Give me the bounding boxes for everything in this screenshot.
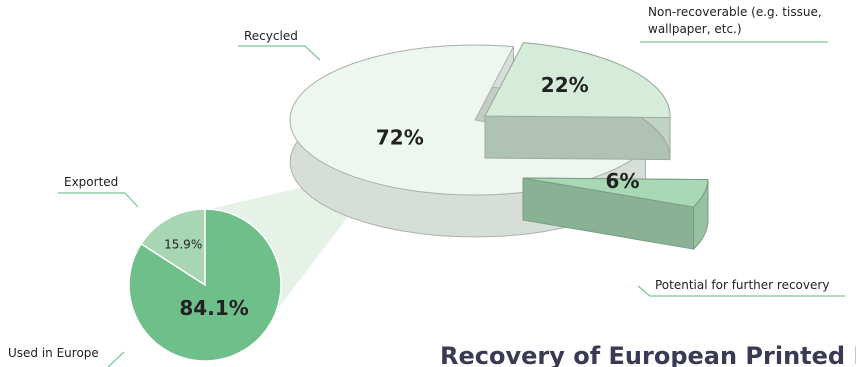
leader-line <box>58 192 139 208</box>
legend-label: Recycled <box>244 29 298 43</box>
slice <box>128 208 282 362</box>
leader-line <box>238 45 321 61</box>
value-label: 15.9% <box>164 237 202 251</box>
slice <box>140 208 206 287</box>
value-label: 22% <box>541 73 589 97</box>
slice-side <box>484 115 671 161</box>
value-label: 84.1% <box>179 296 248 320</box>
leader-line <box>107 351 125 367</box>
chart-title: Recovery of European Printed Paper <box>440 342 856 367</box>
leader-line <box>637 285 845 297</box>
slice <box>484 42 671 119</box>
legend-label: Non-recoverable (e.g. tissue, wallpaper,… <box>648 5 822 36</box>
legend-label: Potential for further recovery <box>655 278 830 292</box>
value-label: 72% <box>376 126 424 150</box>
legend-label: Used in Europe <box>8 346 99 360</box>
value-label: 6% <box>606 169 640 193</box>
slice <box>522 177 709 208</box>
legend-label: Exported <box>64 175 119 189</box>
